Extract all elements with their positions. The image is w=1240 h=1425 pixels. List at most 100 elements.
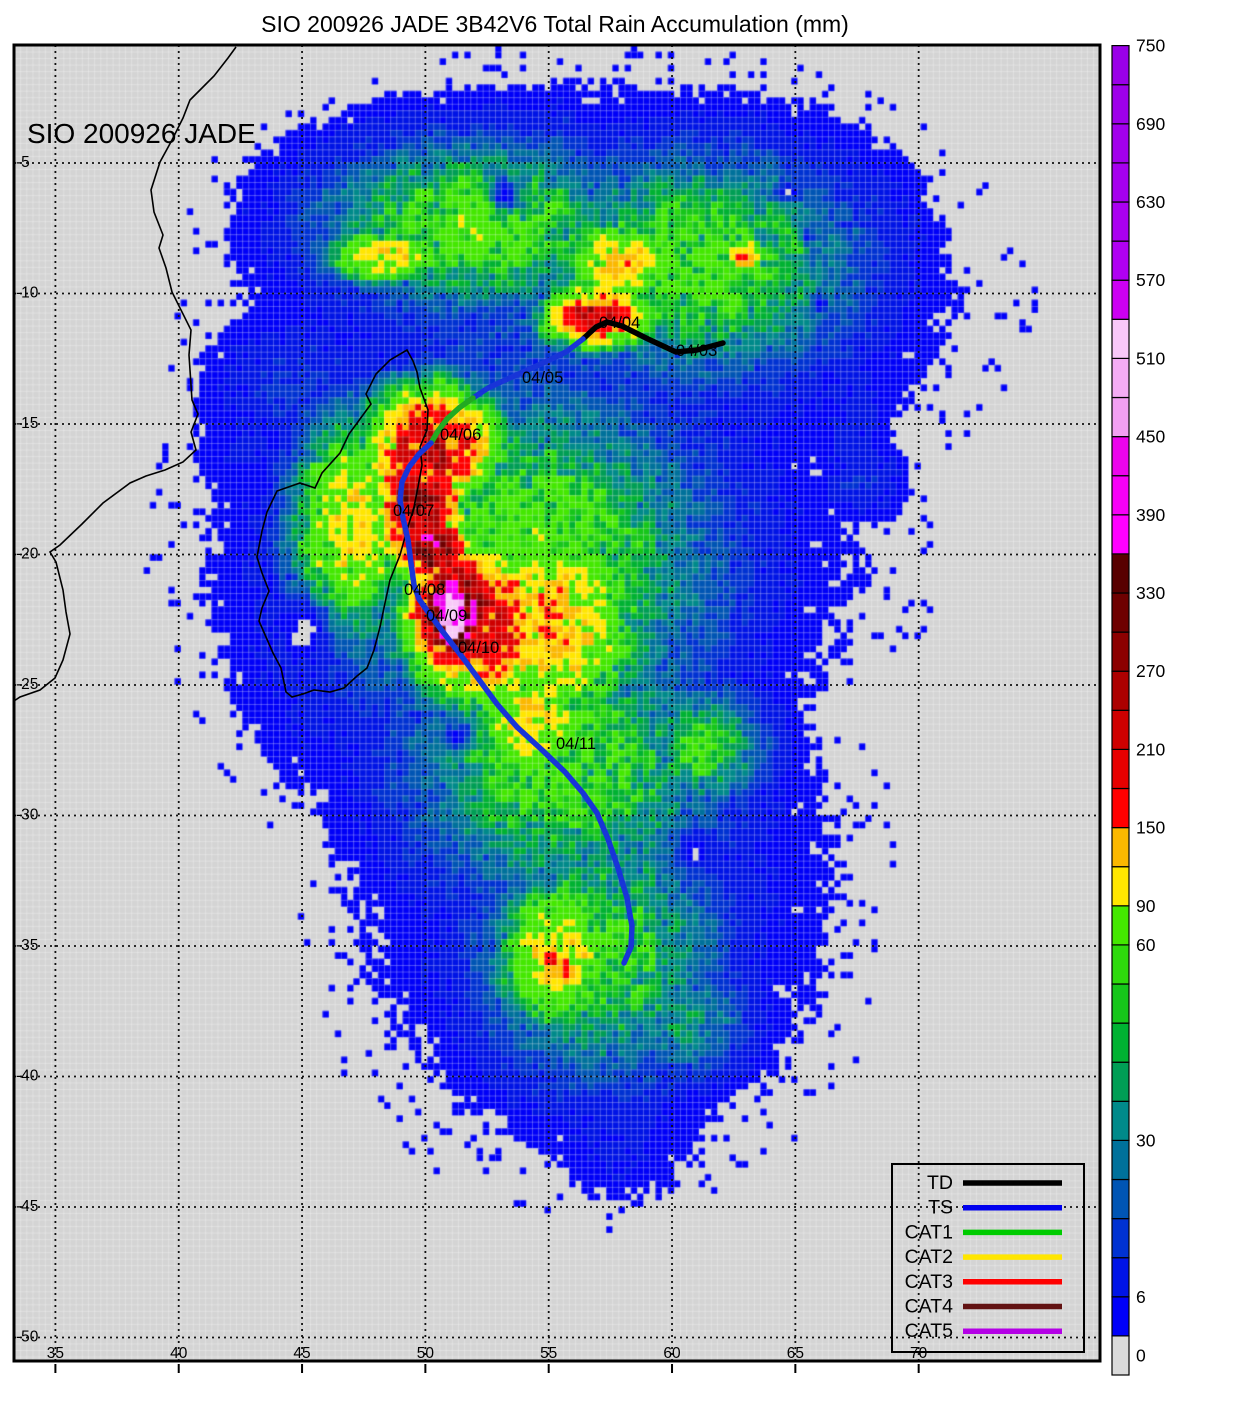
plot-frame — [12, 43, 1102, 1363]
colorbar-tick-630: 630 — [1136, 192, 1165, 212]
colorbar-tick-6: 6 — [1136, 1287, 1146, 1307]
colorbar-segment-540-570 — [1111, 279, 1130, 320]
colorbar-segment-0-0 — [1111, 1335, 1130, 1376]
colorbar-tick-60: 60 — [1136, 935, 1156, 955]
date-label-04-04: 04/04 — [599, 314, 640, 332]
colorbar-tick-150: 150 — [1136, 818, 1165, 838]
lat-tick--25: -25 — [16, 676, 38, 693]
colorbar-segment-330-360 — [1111, 553, 1130, 594]
colorbar-segment-390-420 — [1111, 475, 1130, 516]
legend-label-cat5: CAT5 — [905, 1320, 954, 1342]
legend-label-td: TD — [927, 1172, 953, 1194]
storm-id: SIO 200926 JADE — [27, 118, 256, 149]
legend-label-cat4: CAT4 — [905, 1296, 954, 1318]
colorbar-segment-660-690 — [1111, 123, 1130, 164]
colorbar-segment-0-6 — [1111, 1296, 1130, 1337]
date-label-04-05: 04/05 — [522, 369, 563, 387]
coastlines — [13, 46, 429, 702]
axis-tick-labels: -5 -10 -15 -20 -25 -30 -35 -40 -45 -50 35 40 45 50 55 6… — [16, 154, 928, 1373]
lat-tick--5: -5 — [16, 154, 30, 171]
lon-tick-50: 50 — [417, 1345, 435, 1362]
colorbar-tick-570: 570 — [1136, 270, 1165, 290]
colorbar: 7506906305705104503903302702101509060306… — [1111, 36, 1165, 1376]
legend-label-cat3: CAT3 — [905, 1271, 953, 1293]
colorbar-segment-42-48 — [1111, 1022, 1130, 1063]
colorbar-segment-420-450 — [1111, 436, 1130, 477]
lat-tick--35: -35 — [16, 937, 38, 954]
storm-track — [397, 319, 726, 966]
legend-label-cat1: CAT1 — [905, 1221, 953, 1243]
track-segment-td-0 — [580, 319, 726, 355]
date-label-04-10: 04/10 — [458, 639, 499, 657]
colorbar-tick-450: 450 — [1136, 427, 1165, 447]
colorbar-segment-12-18 — [1111, 1217, 1130, 1259]
lon-tick-35: 35 — [47, 1345, 64, 1362]
track-segment-ts-3 — [397, 440, 635, 966]
colorbar-segment-18-24 — [1111, 1178, 1130, 1220]
colorbar-segment-36-42 — [1111, 1061, 1130, 1102]
legend-label-cat2: CAT2 — [905, 1246, 953, 1268]
colorbar-segment-210-240 — [1111, 709, 1130, 750]
colorbar-tick-690: 690 — [1136, 114, 1165, 134]
legend-box — [891, 1163, 1085, 1353]
colorbar-segment-54-60 — [1111, 944, 1130, 985]
colorbar-tick-390: 390 — [1136, 505, 1165, 525]
colorbar-segment-240-270 — [1111, 670, 1130, 711]
lat-tick--45: -45 — [16, 1198, 38, 1215]
date-label-04-07: 04/07 — [393, 502, 434, 520]
figure-title: SIO 200926 JADE 3B42V6 Total Rain Accumu… — [261, 11, 849, 37]
date-label-04-11: 04/11 — [556, 735, 596, 753]
lon-tick-40: 40 — [170, 1345, 188, 1362]
colorbar-segment-480-510 — [1111, 357, 1130, 399]
storm-id-label: SIO 200926 JADE — [27, 118, 256, 149]
track-segment-cat1-2 — [428, 395, 476, 446]
legend-label-ts: TS — [928, 1197, 953, 1219]
colorbar-tick-270: 270 — [1136, 661, 1165, 681]
date-label-04-09: 04/09 — [426, 607, 467, 625]
track-date-labels: 04/03 04/04 04/05 04/06 04/07 04/08 04/09 04/10… — [393, 314, 717, 753]
colorbar-segment-90-120 — [1111, 866, 1130, 907]
colorbar-segment-630-660 — [1111, 162, 1130, 203]
colorbar-segment-120-150 — [1111, 826, 1130, 868]
lat-tick--30: -30 — [16, 807, 39, 824]
lat-tick--20: -20 — [16, 546, 39, 563]
colorbar-tick-510: 510 — [1136, 348, 1165, 368]
colorbar-segment-150-180 — [1111, 787, 1130, 829]
colorbar-tick-90: 90 — [1136, 896, 1156, 916]
lat-tick--50: -50 — [16, 1329, 39, 1346]
lat-tick--10: -10 — [16, 285, 39, 302]
colorbar-segment-600-630 — [1111, 201, 1130, 242]
colorbar-segment-270-300 — [1111, 631, 1130, 672]
rain-field-canvas — [14, 45, 1100, 1361]
colorbar-segment-24-30 — [1111, 1139, 1130, 1181]
colorbar-tick-210: 210 — [1136, 739, 1165, 759]
colorbar-segment-690-720 — [1111, 84, 1130, 125]
lon-tick-70: 70 — [910, 1345, 928, 1362]
africa-coastline — [13, 46, 237, 702]
colorbar-tick-30: 30 — [1136, 1130, 1156, 1150]
lon-tick-60: 60 — [663, 1345, 681, 1362]
track-segment-ts-1 — [470, 336, 586, 401]
lon-tick-45: 45 — [293, 1345, 310, 1362]
lat-lon-gridlines — [14, 45, 1100, 1361]
colorbar-segment-60-90 — [1111, 905, 1130, 946]
colorbar-tick-330: 330 — [1136, 583, 1165, 603]
lon-tick-55: 55 — [540, 1345, 557, 1362]
date-label-04-03: 04/03 — [676, 342, 717, 360]
colorbar-segment-6-12 — [1111, 1257, 1130, 1298]
lat-tick--15: -15 — [16, 415, 38, 432]
date-label-04-06: 04/06 — [440, 426, 481, 444]
colorbar-segment-360-390 — [1111, 514, 1130, 555]
lat-tick--40: -40 — [16, 1068, 39, 1085]
colorbar-tick-750: 750 — [1136, 36, 1165, 56]
colorbar-segment-720-750 — [1111, 44, 1130, 86]
colorbar-tick-0: 0 — [1136, 1345, 1146, 1365]
colorbar-segment-180-210 — [1111, 748, 1130, 790]
plot-border — [12, 43, 1102, 1363]
lon-tick-65: 65 — [787, 1345, 804, 1362]
colorbar-segment-300-330 — [1111, 592, 1130, 633]
colorbar-segment-48-54 — [1111, 983, 1130, 1024]
